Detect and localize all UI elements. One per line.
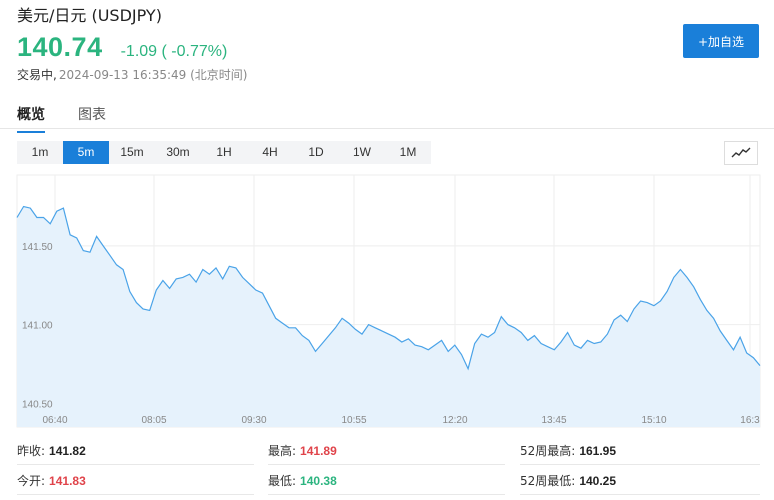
period-15m[interactable]: 15m: [120, 145, 144, 159]
x-tick-label: 12:20: [442, 415, 467, 426]
price-row: 140.74 -1.09 ( -0.77%): [17, 32, 227, 63]
x-tick-label: 16:3: [740, 415, 760, 426]
status-label: 交易中,: [17, 68, 57, 82]
period-1w[interactable]: 1W: [353, 145, 371, 159]
add-watchlist-button[interactable]: +加自选: [683, 24, 759, 58]
stat-label: 今开:: [17, 474, 46, 488]
stat-label: 昨收:: [17, 444, 46, 458]
price-change: -1.09 ( -0.77%): [120, 43, 228, 60]
x-tick-label: 13:45: [541, 415, 566, 426]
stat-label: 52周最低:: [520, 474, 576, 488]
tab-divider: [0, 128, 774, 129]
period-selector: 1m 5m 15m 30m 1H 4H 1D 1W 1M: [17, 141, 431, 164]
status-time: 2024-09-13 16:35:49 (北京时间): [58, 68, 248, 82]
period-1m[interactable]: 1m: [31, 145, 49, 159]
chart-type-button[interactable]: [724, 141, 758, 165]
line-chart-icon: [731, 147, 751, 158]
stat-high: 最高: 141.89: [268, 442, 337, 459]
stat-value: 141.82: [49, 444, 86, 458]
stat-label: 52周最高:: [520, 444, 576, 458]
stat-label: 最高:: [268, 444, 297, 458]
stat-open: 今开: 141.83: [17, 472, 86, 489]
tab-chart[interactable]: 图表: [78, 107, 106, 123]
period-1d[interactable]: 1D: [308, 145, 324, 159]
x-tick-label: 15:10: [641, 415, 666, 426]
tab-overview[interactable]: 概览: [17, 104, 45, 133]
price-chart: 141.50 141.00 140.50 06:40 08:05 09:30 10:55 12…: [16, 174, 761, 428]
period-1h[interactable]: 1H: [216, 145, 232, 159]
x-tick-label: 10:55: [341, 415, 366, 426]
stat-divider: [520, 464, 760, 465]
x-tick-label: 06:40: [42, 415, 67, 426]
stat-low: 最低: 140.38: [268, 472, 337, 489]
stat-value: 161.95: [579, 444, 617, 458]
stat-divider: [17, 464, 254, 465]
stat-52w-low: 52周最低: 140.25: [520, 472, 616, 489]
stat-value: 140.25: [579, 474, 617, 488]
stat-value: 141.89: [300, 444, 337, 458]
stat-divider: [268, 464, 505, 465]
stat-label: 最低:: [268, 474, 297, 488]
period-4h[interactable]: 4H: [262, 145, 278, 159]
stat-52w-high: 52周最高: 161.95: [520, 442, 616, 459]
current-price: 140.74: [17, 32, 103, 62]
stat-divider: [520, 494, 760, 495]
stat-divider: [268, 494, 505, 495]
price-line: [16, 205, 761, 371]
y-tick-label: 141.00: [22, 321, 53, 332]
stat-prev-close: 昨收: 141.82: [17, 442, 86, 459]
instrument-title: 美元/日元 (USDJPY): [17, 6, 162, 25]
trading-status: 交易中, 2024-09-13 16:35:49 (北京时间): [17, 66, 247, 83]
tab-bar: 概览 图表: [17, 104, 139, 133]
period-30m[interactable]: 30m: [166, 145, 190, 159]
stat-divider: [17, 494, 254, 495]
period-5m[interactable]: 5m: [63, 141, 109, 164]
x-tick-label: 08:05: [141, 415, 166, 426]
x-tick-label: 09:30: [241, 415, 266, 426]
y-tick-label: 141.50: [22, 242, 53, 253]
period-1month[interactable]: 1M: [399, 145, 417, 159]
stat-value: 141.83: [49, 474, 86, 488]
price-area: [17, 206, 760, 427]
y-tick-label: 140.50: [22, 399, 53, 410]
stat-value: 140.38: [300, 474, 337, 488]
